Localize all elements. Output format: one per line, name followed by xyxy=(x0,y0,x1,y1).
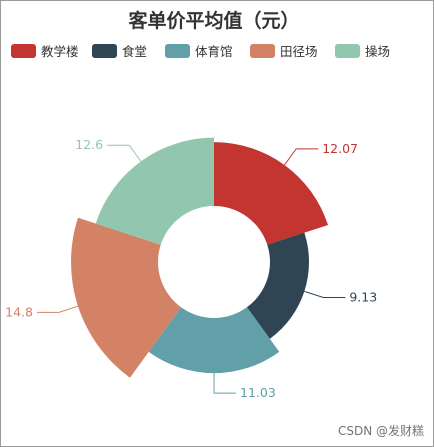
value-label: 11.03 xyxy=(240,385,276,400)
slices xyxy=(71,137,329,378)
label-leader-line xyxy=(304,290,346,299)
label-leader-line xyxy=(107,144,142,162)
label-leader-line xyxy=(213,373,236,394)
legend-swatch xyxy=(11,44,36,58)
label-leader-line xyxy=(284,148,319,166)
legend-item[interactable]: 体育馆 xyxy=(165,44,233,59)
rose-slice[interactable] xyxy=(148,307,280,374)
watermark: CSDN @发财糕 xyxy=(337,424,424,438)
label-leaders xyxy=(36,144,346,394)
legend-label: 体育馆 xyxy=(195,44,233,59)
legend: 教学楼 食堂 体育馆 田径场 操场 xyxy=(11,44,390,59)
legend-label: 操场 xyxy=(365,44,390,59)
legend-label: 田径场 xyxy=(280,44,318,59)
value-label: 12.07 xyxy=(322,141,358,156)
rose-slice[interactable] xyxy=(246,232,309,339)
rose-slice[interactable] xyxy=(71,217,182,378)
legend-swatch xyxy=(165,44,190,58)
legend-label: 教学楼 xyxy=(41,44,79,59)
legend-item[interactable]: 教学楼 xyxy=(11,44,79,59)
value-label: 12.6 xyxy=(75,137,103,152)
value-label: 9.13 xyxy=(349,290,377,305)
chart-title: 客单价平均值（元） xyxy=(128,9,299,32)
rose-slice[interactable] xyxy=(214,142,329,245)
value-labels: 12.07 9.13 11.03 14.8 12.6 xyxy=(5,137,377,400)
label-leader-line xyxy=(36,305,79,313)
legend-label: 食堂 xyxy=(122,44,147,59)
rose-slice[interactable] xyxy=(95,137,214,245)
legend-item[interactable]: 食堂 xyxy=(92,44,147,59)
legend-item[interactable]: 操场 xyxy=(335,44,390,59)
legend-item[interactable]: 田径场 xyxy=(250,44,318,59)
legend-swatch xyxy=(250,44,275,58)
legend-swatch xyxy=(92,44,117,58)
value-label: 14.8 xyxy=(5,304,33,319)
legend-swatch xyxy=(335,44,360,58)
